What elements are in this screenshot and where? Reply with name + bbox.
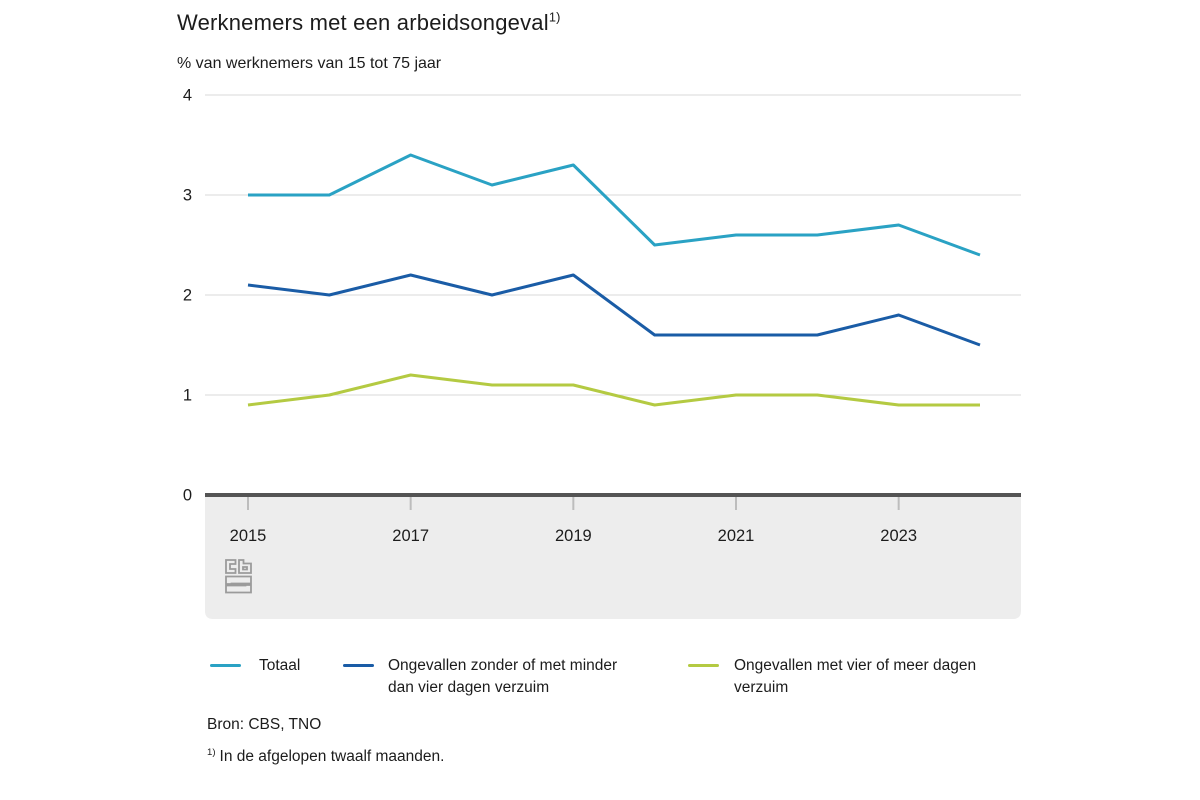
- x-tick-label-2015: 2015: [230, 527, 267, 545]
- legend-swatch-zonder-verzuim: [343, 664, 374, 667]
- chart-subtitle: % van werknemers van 15 tot 75 jaar: [177, 55, 442, 72]
- legend-swatch-meer-dagen-verzuim: [688, 664, 719, 667]
- x-tick-label-2023: 2023: [880, 527, 917, 545]
- cbs-logo-s: [225, 575, 252, 594]
- footnote: 1) In de afgelopen twaalf maanden.: [207, 747, 444, 766]
- title-text: Werknemers met een arbeidsongeval: [177, 10, 549, 35]
- title-footnote-marker: 1): [548, 9, 561, 25]
- legend-swatch-totaal: [210, 664, 241, 667]
- x-tick-label-2017: 2017: [392, 527, 429, 545]
- source-note: Bron: CBS, TNO: [207, 716, 322, 733]
- x-tick-label-2019: 2019: [555, 527, 592, 545]
- page-title: Werknemers met een arbeidsongeval1): [177, 10, 561, 36]
- legend-item-totaal: Totaal: [210, 655, 300, 677]
- cbs-logo-b: [238, 559, 252, 574]
- cbs-logo: [225, 559, 252, 594]
- legend-item-zonder-verzuim: Ongevallen zonder of met minder dan vier…: [343, 655, 633, 699]
- cbs-logo-c: [225, 559, 237, 574]
- x-tick-label-2021: 2021: [718, 527, 755, 545]
- y-tick-label-2: 2: [183, 287, 192, 305]
- series-line-0: [248, 153, 981, 257]
- x-axis-band: [205, 497, 1021, 619]
- legend-label-totaal: Totaal: [259, 657, 301, 674]
- footnote-marker: 1): [207, 747, 216, 758]
- footnote-text: In de afgelopen twaalf maanden.: [219, 748, 445, 766]
- series-line-1: [247, 273, 981, 347]
- legend-label-zonder-verzuim: Ongevallen zonder of met minder dan vier…: [388, 657, 618, 696]
- cbs-logo-b-inner: [242, 566, 248, 571]
- y-tick-label-4: 4: [183, 87, 192, 105]
- series-line-2: [247, 373, 980, 407]
- legend-label-meer-dagen-verzuim: Ongevallen met vier of meer dagen verzui…: [734, 657, 977, 696]
- legend-item-meer-dagen-verzuim: Ongevallen met vier of meer dagen verzui…: [688, 655, 996, 699]
- y-tick-label-0: 0: [183, 487, 192, 505]
- y-tick-label-1: 1: [183, 387, 192, 405]
- y-tick-label-3: 3: [183, 187, 192, 205]
